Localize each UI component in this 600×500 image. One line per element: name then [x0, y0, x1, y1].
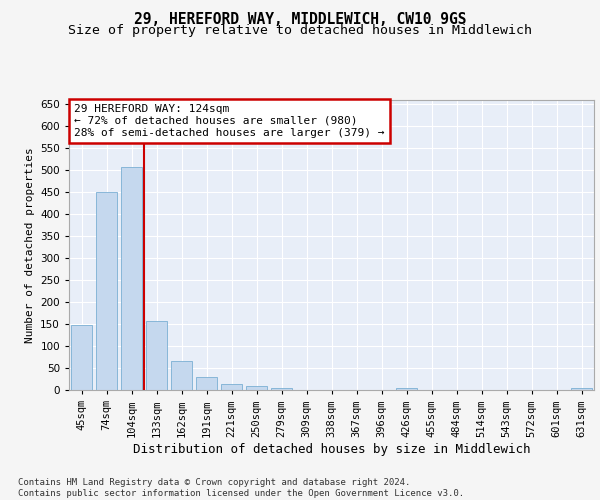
Bar — [271, 388, 292, 390]
Bar — [171, 362, 192, 390]
Bar — [96, 192, 117, 390]
Bar — [71, 325, 92, 390]
Bar — [121, 167, 142, 390]
Text: Contains HM Land Registry data © Crown copyright and database right 2024.
Contai: Contains HM Land Registry data © Crown c… — [18, 478, 464, 498]
X-axis label: Distribution of detached houses by size in Middlewich: Distribution of detached houses by size … — [133, 444, 530, 456]
Bar — [196, 377, 217, 390]
Bar — [396, 388, 417, 390]
Bar — [146, 320, 167, 390]
Text: 29, HEREFORD WAY, MIDDLEWICH, CW10 9GS: 29, HEREFORD WAY, MIDDLEWICH, CW10 9GS — [134, 12, 466, 28]
Bar — [221, 384, 242, 390]
Bar — [571, 388, 592, 390]
Text: Size of property relative to detached houses in Middlewich: Size of property relative to detached ho… — [68, 24, 532, 37]
Bar — [246, 386, 267, 390]
Y-axis label: Number of detached properties: Number of detached properties — [25, 147, 35, 343]
Text: 29 HEREFORD WAY: 124sqm
← 72% of detached houses are smaller (980)
28% of semi-d: 29 HEREFORD WAY: 124sqm ← 72% of detache… — [74, 104, 385, 138]
